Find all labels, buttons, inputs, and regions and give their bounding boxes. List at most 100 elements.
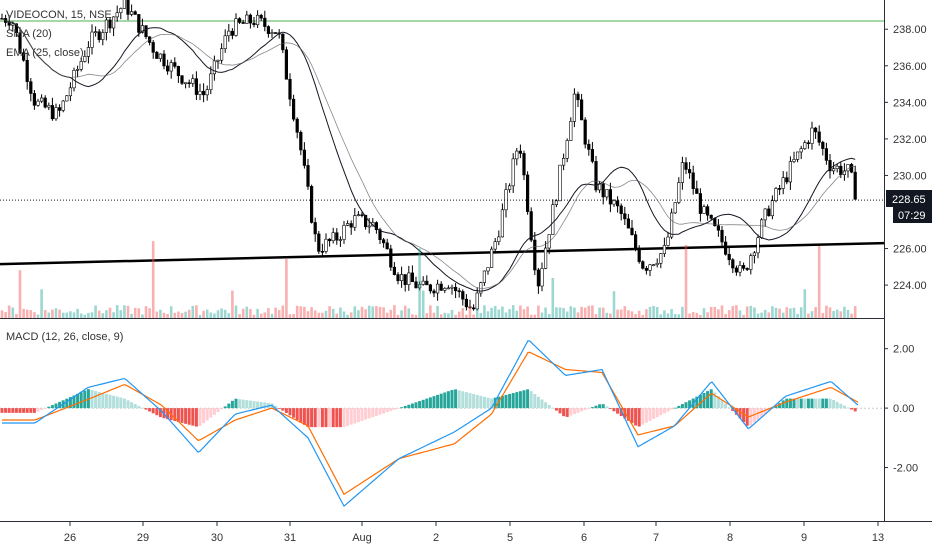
macd-histogram-bar [234, 398, 238, 409]
macd-histogram-bar [144, 408, 148, 410]
candle-body [155, 51, 159, 59]
volume-bar [810, 311, 814, 318]
candle-body [702, 206, 706, 214]
candle-body [270, 32, 274, 34]
candle-body [673, 202, 677, 214]
volume-bar [54, 308, 58, 318]
time-tick-label: 8 [727, 532, 733, 544]
candle-body [587, 143, 591, 150]
macd-histogram-bar [238, 399, 242, 409]
volume-bar [11, 307, 15, 318]
volume-bar [115, 305, 119, 318]
volume-bar [43, 310, 47, 318]
candle-body [61, 100, 65, 111]
candle-body [633, 234, 638, 249]
candle-body [119, 8, 123, 13]
symbol-legend[interactable]: VIDEOCON, 15, NSE [6, 9, 112, 21]
volume-bar [22, 308, 25, 318]
volume-bar [583, 307, 587, 318]
candle-body [497, 236, 501, 242]
candle-body [50, 105, 54, 120]
candle-body [230, 30, 235, 36]
candle-body [255, 14, 260, 26]
macd-histogram-bar [655, 408, 659, 418]
macd-histogram-bar [803, 398, 807, 409]
candle-body [11, 23, 15, 26]
volume-bar [277, 310, 281, 318]
candle-body [821, 141, 825, 149]
volume-bar [382, 307, 385, 318]
volume-bar [850, 313, 853, 318]
candle-body [522, 153, 526, 176]
macd-histogram-bar [590, 407, 594, 409]
volume-bar [281, 305, 285, 318]
macd-histogram-bar [450, 389, 454, 409]
candle-body [756, 237, 760, 254]
candle-body [698, 193, 702, 214]
ema-legend[interactable]: EMA (25, close) [6, 47, 84, 59]
price-pane[interactable] [0, 0, 885, 311]
candle-body [648, 264, 652, 271]
candle-body [309, 186, 314, 223]
candle-body [500, 209, 505, 238]
volume-bar [738, 310, 742, 318]
time-axis[interactable]: 26 29 30 31 Aug 2 5 6 7 8 9 13 [64, 521, 884, 544]
volume-bar [72, 312, 76, 318]
time-tick-label: 2 [433, 532, 439, 544]
volume-bar [760, 312, 763, 318]
volume-bar [835, 309, 839, 318]
macd-histogram-bar [389, 408, 393, 411]
volume-bar [126, 305, 130, 318]
volume-bar [745, 306, 749, 318]
macd-histogram-bar [824, 398, 828, 409]
volume-bar [713, 306, 717, 318]
volume-bar [544, 307, 547, 318]
volume-bar [141, 314, 144, 318]
macd-histogram-bar [752, 408, 756, 423]
volume-bar [605, 312, 609, 318]
candle-body [803, 142, 807, 149]
price-tick-label: 234.00 [893, 97, 927, 109]
candle-body [651, 264, 656, 267]
price-scale[interactable]: 238.00 236.00 234.00 232.00 230.00 226.00 224.… [884, 24, 927, 292]
volume-bar [731, 306, 735, 318]
macd-scale[interactable]: 2.00 0.00 -2.00 [884, 344, 918, 475]
volume-bar [144, 306, 148, 318]
volume-bar [137, 308, 141, 318]
volume-bar [288, 314, 292, 318]
candle-body [543, 247, 548, 269]
volume-bar [220, 308, 223, 318]
volume-bar [501, 306, 504, 318]
sma-legend[interactable]: SMA (20) [6, 28, 52, 40]
candle-body [68, 87, 72, 97]
macd-histogram-bar [245, 400, 249, 409]
candle-body [777, 188, 782, 190]
candle-body [828, 160, 832, 172]
macd-histogram-bar [94, 391, 98, 409]
volume-bar [223, 309, 227, 318]
macd-histogram-bar [432, 396, 436, 409]
candle-body [554, 200, 558, 205]
candle-body [558, 164, 562, 202]
macd-pane[interactable] [0, 340, 884, 508]
countdown-value: 07:29 [898, 210, 926, 222]
volume-bar [425, 313, 429, 318]
candle-body [605, 189, 609, 198]
volume-bar [515, 310, 519, 318]
candle-body [259, 14, 263, 19]
macd-histogram-bar [97, 391, 101, 409]
macd-histogram-bar [745, 408, 749, 426]
candle-body [529, 211, 533, 241]
macd-legend[interactable]: MACD (12, 26, close, 9) [6, 331, 124, 343]
candle-body [65, 95, 69, 102]
candle-body [137, 14, 141, 33]
candle-body [108, 19, 112, 29]
volume-bar [832, 310, 835, 318]
macd-histogram-bar [166, 408, 170, 420]
volume-bar [303, 306, 306, 318]
candle-body [720, 229, 724, 243]
volume-bar [112, 312, 115, 318]
